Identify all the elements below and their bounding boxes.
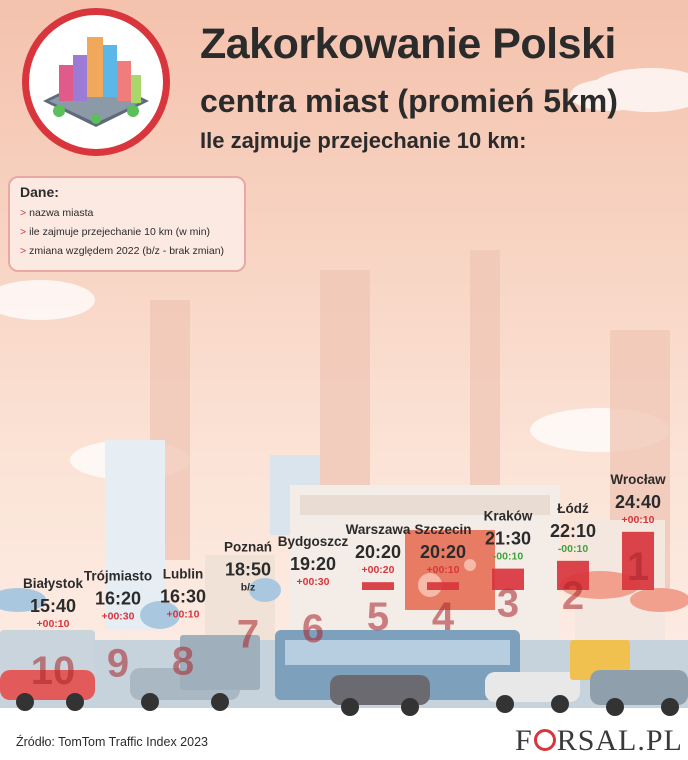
legend-title: Dane:	[20, 184, 59, 200]
bar-rank-label: 4	[432, 595, 455, 639]
time-label: 16:20	[95, 589, 141, 609]
change-label: -00:10	[493, 551, 524, 563]
bar	[427, 582, 459, 590]
city-label: Poznań	[224, 540, 272, 555]
brand-letter-f: F	[515, 724, 533, 757]
change-label: +00:20	[362, 564, 395, 576]
bar	[492, 568, 524, 590]
city-label: Białystok	[23, 576, 84, 591]
city-label: Warszawa	[346, 522, 411, 537]
city-label: Wrocław	[610, 472, 666, 487]
source-note: Źródło: TomTom Traffic Index 2023	[16, 735, 208, 749]
city-label: Łódź	[557, 501, 589, 516]
bar-rank-label: 6	[302, 607, 324, 651]
time-label: 24:40	[615, 492, 661, 512]
bar-rank-label: 2	[562, 574, 584, 618]
change-label: -00:10	[558, 543, 589, 555]
city-label: Szczecin	[414, 522, 471, 537]
brand-o-icon	[533, 729, 556, 751]
time-label: 21:30	[485, 529, 531, 549]
change-label: b/z	[241, 582, 256, 594]
city-icon	[43, 37, 149, 127]
bar-rank-label: 7	[237, 613, 259, 657]
city-label: Trójmiasto	[84, 569, 152, 584]
bar-rank-label: 3	[497, 582, 519, 626]
city-label: Bydgoszcz	[278, 534, 349, 549]
bar-rank-label: 1	[627, 545, 649, 589]
change-label: +00:30	[102, 611, 135, 623]
time-label: 22:10	[550, 521, 596, 541]
legend-item-city: > nazwa miasta	[20, 207, 94, 219]
bar	[622, 531, 654, 590]
legend-item-time: > ile zajmuje przejechanie 10 km (w min)	[20, 226, 211, 238]
time-label: 15:40	[30, 596, 76, 616]
city-label: Kraków	[484, 509, 533, 524]
legend-box: Dane: > nazwa miasta > ile zajmuje przejec…	[8, 176, 246, 272]
bar-rank-label: 9	[107, 642, 129, 686]
time-label: 16:30	[160, 587, 206, 607]
legend-item-label: ile zajmuje przejechanie 10 km (w min)	[29, 226, 211, 238]
legend-item-change: > zmiana względem 2022 (b/z - brak zmian)	[20, 245, 225, 257]
bar	[557, 560, 589, 590]
bar	[362, 582, 394, 590]
city-illustration-logo	[22, 8, 170, 156]
bar-rank-label: 8	[172, 640, 194, 684]
page-title: Zakorkowanie Polski	[200, 20, 616, 68]
time-label: 20:20	[420, 542, 466, 562]
chart-question: Ile zajmuje przejechanie 10 km:	[200, 128, 527, 153]
bar-rank-label: 5	[367, 595, 389, 639]
bar-rank-label: 10	[31, 649, 76, 693]
change-label: +00:10	[167, 609, 200, 621]
legend-item-label: zmiana względem 2022 (b/z - brak zmian)	[29, 245, 225, 257]
brand-rest: RSAL.PL	[556, 724, 683, 757]
change-label: +00:10	[622, 514, 655, 526]
time-label: 20:20	[355, 542, 401, 562]
time-label: 18:50	[225, 560, 271, 580]
page-subtitle: centra miast (promień 5km)	[200, 83, 618, 119]
change-label: +00:10	[37, 618, 70, 630]
time-label: 19:20	[290, 554, 336, 574]
change-label: +00:10	[427, 564, 460, 576]
brand-logo: F RSAL.PL	[515, 724, 683, 758]
city-label: Lublin	[163, 567, 204, 582]
legend-item-label: nazwa miasta	[29, 207, 94, 219]
change-label: +00:30	[297, 576, 330, 588]
